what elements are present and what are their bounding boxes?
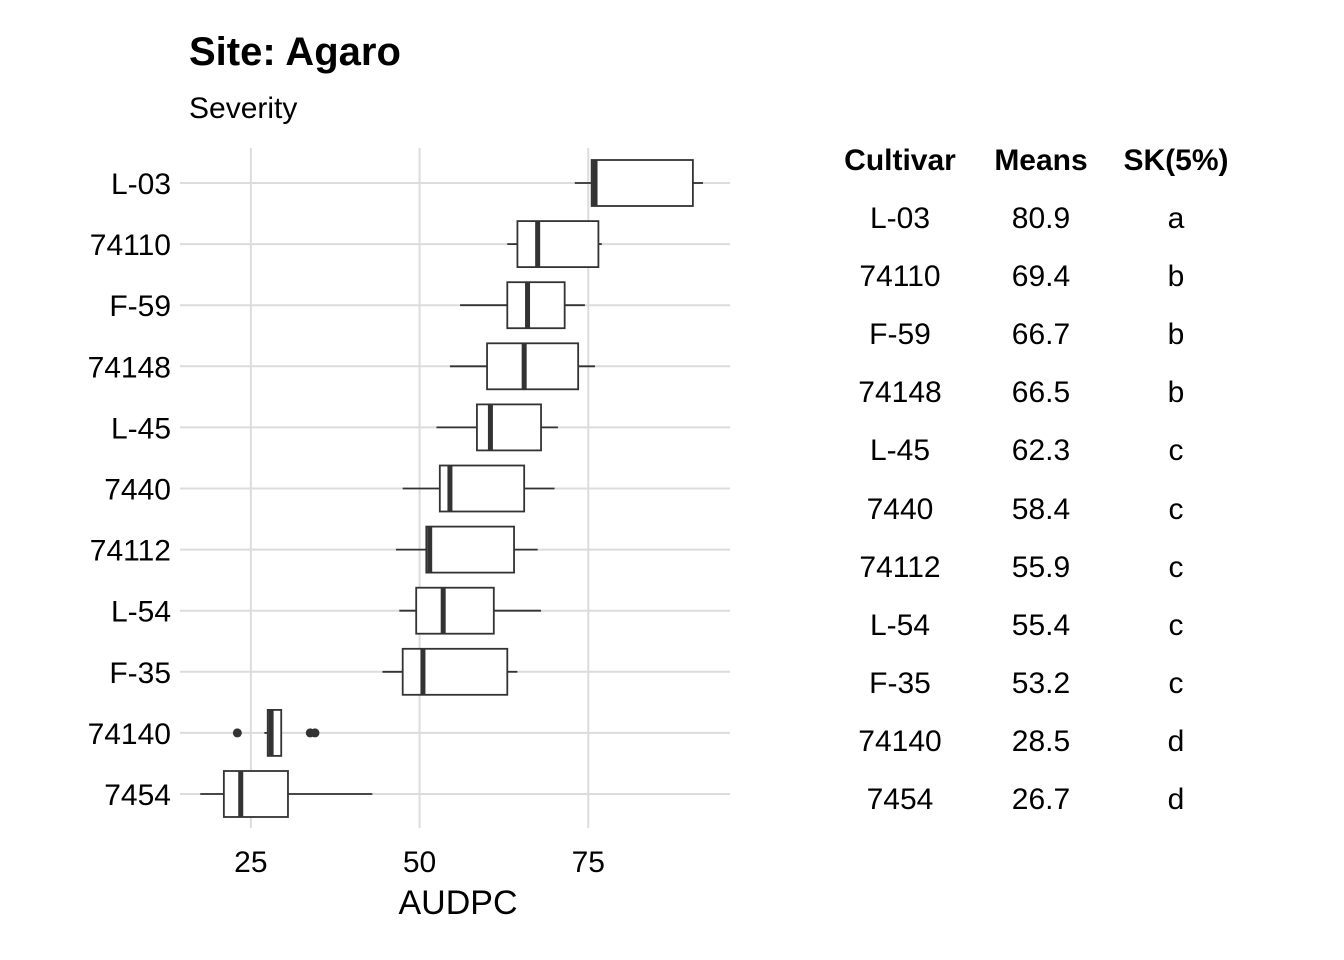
chart-subtitle: Severity [189, 92, 298, 125]
table-cell: 80.9 [1011, 202, 1071, 235]
table-cell: c [1168, 608, 1184, 642]
box-iqr [425, 525, 515, 574]
y-tick-label: 7454 [104, 779, 171, 812]
table-cell: a [1167, 202, 1185, 235]
x-tick-label: 50 [403, 846, 436, 879]
y-tick-label: 74148 [88, 351, 171, 384]
table-cell: 55.9 [1011, 550, 1071, 584]
box-iqr [506, 281, 566, 330]
table-cell: 28.5 [1011, 724, 1071, 758]
table-cell: 58.4 [1011, 492, 1071, 526]
y-tick-label: F-59 [109, 290, 171, 323]
y-tick-label: L-03 [111, 168, 171, 201]
y-tick-label: L-54 [111, 596, 171, 629]
table-cell: d [1167, 724, 1185, 758]
box-iqr [222, 770, 289, 818]
table-cell: 66.7 [1011, 318, 1071, 352]
table-cell: 74112 [859, 550, 941, 584]
y-tick-label: 74110 [90, 229, 171, 262]
box-iqr [415, 586, 495, 635]
table-header: Means [994, 144, 1088, 177]
table-cell: 69.4 [1011, 260, 1071, 294]
outlier-point [232, 728, 242, 738]
box-iqr [476, 403, 542, 452]
table-cell: 55.4 [1011, 608, 1071, 642]
table-cell: c [1168, 666, 1184, 700]
x-tick-label: 75 [572, 846, 605, 879]
y-tick-label: 74112 [90, 535, 171, 568]
x-axis-title: AUDPC [398, 884, 517, 922]
table-cell: c [1168, 434, 1184, 468]
y-tick-label: 7440 [104, 474, 171, 507]
table-header: SK(5%) [1123, 144, 1229, 177]
table-cell: 74110 [859, 260, 941, 294]
table-cell: F-35 [869, 666, 931, 700]
table-cell: b [1167, 318, 1185, 352]
table-cell: c [1168, 550, 1184, 584]
y-tick-label: L-45 [111, 412, 171, 445]
table-cell: 7454 [866, 783, 934, 816]
table-cell: 74140 [858, 724, 942, 758]
table-cell: 7440 [866, 492, 934, 526]
table-cell: F-59 [869, 318, 931, 352]
chart-title: Site: Agaro [189, 30, 401, 74]
table-cell: c [1168, 492, 1184, 526]
table-cell: L-03 [869, 202, 931, 235]
table-cell: b [1167, 260, 1185, 294]
table-cell: 53.2 [1011, 666, 1071, 700]
table-cell: 66.5 [1011, 376, 1071, 410]
table-cell: L-54 [869, 608, 931, 642]
table-cell: b [1167, 376, 1185, 410]
box-iqr [486, 342, 580, 391]
box-iqr [401, 647, 509, 696]
table-cell: 62.3 [1011, 434, 1071, 468]
table-cell: d [1167, 783, 1185, 816]
box-iqr [438, 464, 526, 513]
table-cell: L-45 [869, 434, 931, 468]
boxplot-chart: L-03 74110 F-59 74148 L-45 7440 74112 L-54 F-35 7… [88, 148, 730, 922]
box-iqr [590, 159, 694, 207]
box-iqr [516, 220, 600, 269]
table-cell: 26.7 [1011, 783, 1071, 816]
y-tick-label: F-35 [109, 657, 171, 690]
outlier-point [310, 728, 320, 738]
x-tick-label: 25 [234, 846, 267, 879]
table-header: Cultivar [844, 144, 956, 177]
table-cell: 74148 [858, 376, 942, 410]
y-tick-label: 74140 [88, 718, 171, 751]
